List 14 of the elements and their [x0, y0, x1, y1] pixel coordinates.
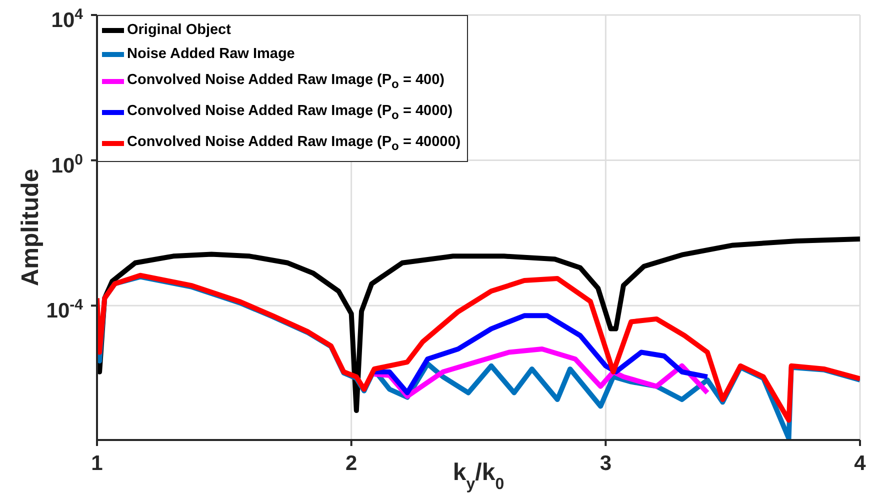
x-tick-label: 1 [91, 452, 104, 475]
y-axis-title: Amplitude [17, 168, 44, 286]
y-tick-label: 10$^{4}$ [51, 6, 84, 32]
x-tick-label: 2 [345, 452, 358, 475]
legend-label: Convolved Noise Added Raw Image (P$_{o}$ = 400) [127, 72, 444, 91]
y-tick-label: 10$^{0}$ [51, 150, 83, 178]
legend-label: Noise Added Raw Image [127, 46, 295, 62]
legend-label: Convolved Noise Added Raw Image (P$_{o}$ = 4000) [127, 103, 453, 122]
legend-label: Original Object [127, 22, 231, 38]
x-tick-label: 3 [600, 452, 612, 475]
legend-label: Convolved Noise Added Raw Image (P$_{o}$ = 40000) [127, 134, 461, 153]
x-axis-title: k$_{y}$/k$_{0}$ [452, 459, 504, 492]
x-tick-label: 4 [854, 452, 866, 475]
y-tick-label: 10$^{-4}$ [46, 296, 84, 323]
